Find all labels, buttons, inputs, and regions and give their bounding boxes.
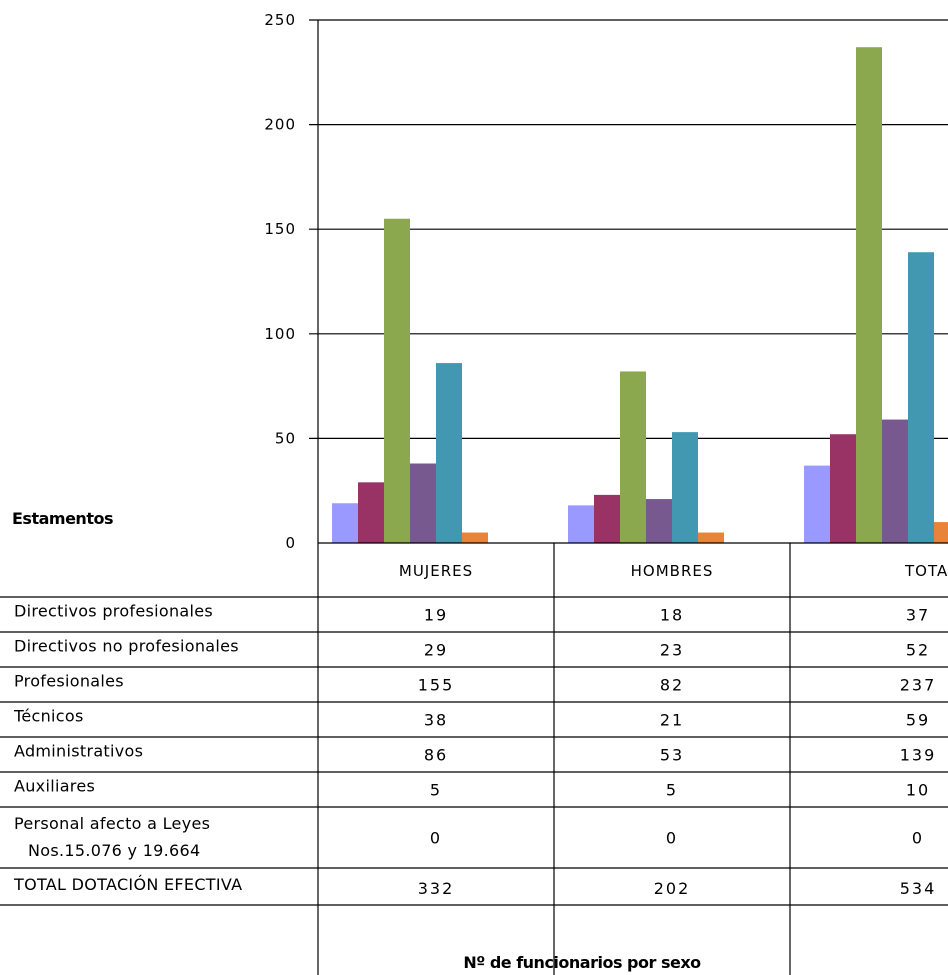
bar [934,522,948,543]
bar [568,505,594,543]
series-label: Directivos no profesionales [14,637,239,656]
data-label: 23 [660,641,684,660]
data-label: 237 [900,676,937,695]
data-label: 37 [906,606,930,625]
y-tick-label: 0 [285,534,296,552]
data-label: 534 [900,879,937,898]
bar [882,419,908,543]
row-label: TOTAL DOTACIÓN EFECTIVA [13,875,242,894]
data-label: 0 [666,829,678,848]
data-label: 5 [666,781,678,800]
bars [332,47,948,544]
data-label: 21 [660,711,684,730]
data-label: 332 [418,879,455,898]
bar [646,499,672,543]
category-label: MUJERES [399,562,473,580]
bar [384,218,410,544]
series-label: Auxiliares [14,777,95,796]
data-table: MUJERES HOMBRES TOTAL Directivos profesiona… [0,542,948,975]
data-label: 155 [418,676,455,695]
data-label: 5 [430,781,442,800]
data-label: 53 [660,746,684,765]
bar [620,371,646,543]
row-label-line2: Nos.15.076 y 19.664 [28,841,201,860]
y-tick-label: 150 [264,220,296,238]
bar [804,465,830,543]
data-label: 52 [906,641,930,660]
bar [410,463,436,543]
data-label: 82 [660,676,684,695]
data-label: 0 [430,829,442,848]
table-header: Estamentos [12,509,113,528]
bar [594,494,620,543]
bar [908,252,934,543]
data-label: 29 [424,641,448,660]
series-label: Técnicos [13,707,84,726]
data-label: 86 [424,746,448,765]
data-label: 10 [906,781,930,800]
y-tick-label: 100 [264,325,296,343]
data-label: 0 [912,829,924,848]
data-label: 202 [654,879,691,898]
category-label: TOTAL [904,562,948,580]
y-axis-ticks: 0 50 100 150 200 250 [264,11,296,552]
bar [358,482,384,543]
chart-title: Nº de funcionarios por sexo [463,953,701,972]
bar [332,503,358,543]
data-label: 18 [660,606,684,625]
data-label: 19 [424,606,448,625]
series-label: Directivos profesionales [14,602,213,621]
bar [856,47,882,544]
category-label: HOMBRES [631,562,714,580]
bar [672,432,698,543]
y-tick-label: 200 [264,116,296,134]
series-label: Administrativos [14,742,143,761]
y-tick-label: 250 [264,11,296,29]
bar [462,532,488,543]
data-label: 139 [900,746,937,765]
row-label: Personal afecto a Leyes [14,814,210,833]
bar [698,532,724,543]
data-label: 59 [906,711,930,730]
series-label: Profesionales [14,672,124,691]
bar [830,434,856,543]
y-tick-label: 50 [275,429,296,447]
data-label: 38 [424,711,448,730]
bar [436,363,462,543]
